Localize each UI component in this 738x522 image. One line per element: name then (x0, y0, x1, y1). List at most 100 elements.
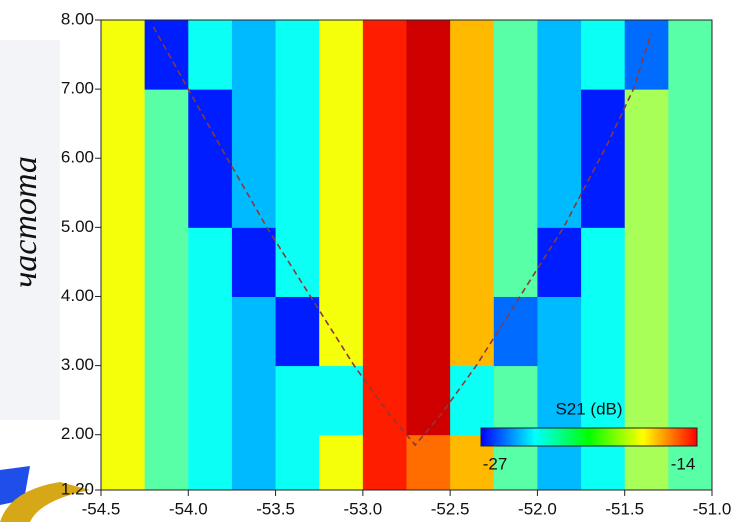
heatmap-cell (188, 296, 233, 367)
heatmap-cell (275, 365, 320, 436)
heatmap-cell (581, 227, 626, 297)
heatmap-cell (362, 296, 407, 367)
heatmap-cell (275, 434, 320, 491)
heatmap-cell (668, 158, 713, 228)
heatmap-cell (275, 89, 320, 159)
heatmap-cell (275, 296, 320, 367)
heatmap-cell (668, 20, 713, 90)
heatmap-cell (450, 365, 495, 436)
heatmap-cell (362, 434, 407, 491)
heatmap-cell (624, 20, 669, 90)
x-tick-label: -51.5 (605, 499, 644, 518)
heatmap-cell (581, 296, 626, 367)
heatmap-cell (188, 434, 233, 491)
heatmap-cell (537, 296, 582, 367)
y-tick-label: 4.00 (61, 286, 94, 305)
heatmap-cell (624, 89, 669, 159)
heatmap-cell (493, 158, 538, 228)
heatmap-cell (101, 365, 146, 436)
heatmap-cell (493, 365, 538, 436)
x-tick-label: -54.0 (169, 499, 208, 518)
heatmap-cell (450, 296, 495, 367)
heatmap-cell (450, 227, 495, 297)
heatmap-cell (624, 365, 669, 436)
heatmap-cell (450, 20, 495, 90)
heatmap-cell (231, 227, 277, 297)
heatmap-cell (231, 89, 277, 159)
heatmap-cell (319, 296, 364, 367)
heatmap-cell (624, 158, 669, 228)
heatmap-cell (406, 158, 451, 228)
heatmap-cell (319, 434, 364, 491)
heatmap-cell (406, 227, 451, 297)
x-tick-label: -51.0 (693, 499, 732, 518)
heatmap-cell (668, 89, 713, 159)
decoration-shape (0, 482, 90, 522)
heatmap-cell (275, 158, 320, 228)
heatmap-cell (144, 296, 189, 367)
heatmap-cell (406, 20, 451, 90)
heatmap-cell (493, 20, 538, 90)
heatmap-cell (101, 296, 146, 367)
heatmap-cell (537, 20, 582, 90)
heatmap-cell (188, 20, 233, 90)
heatmap-cell (362, 158, 407, 228)
heatmap-cell (406, 296, 451, 367)
y-tick-label: 8.00 (61, 9, 94, 28)
colorbar-min: -27 (483, 454, 508, 473)
heatmap-cell (537, 89, 582, 159)
heatmap-cell (275, 20, 320, 90)
heatmap-cell (581, 89, 626, 159)
heatmap-cell (101, 20, 146, 90)
heatmap-cell (493, 227, 538, 297)
heatmap-cell (319, 227, 364, 297)
heatmap-cell (144, 434, 189, 491)
x-tick-label: -53.5 (256, 499, 295, 518)
heatmap-cell (581, 158, 626, 228)
heatmap-cell (537, 158, 582, 228)
heatmap-cell (624, 227, 669, 297)
heatmap-cell (493, 296, 538, 367)
heatmap-cell (581, 20, 626, 90)
heatmap-cell (188, 158, 233, 228)
heatmap-cell (319, 89, 364, 159)
x-tick-label: -52.5 (431, 499, 470, 518)
fit-curve (152, 26, 652, 447)
y-tick-label: 3.00 (61, 355, 94, 374)
background-decoration (0, 40, 60, 420)
heatmap-cell (144, 158, 189, 228)
heatmap-cell (231, 434, 277, 491)
heatmap-cell (275, 227, 320, 297)
heatmap-cell (101, 227, 146, 297)
heatmap-cell (188, 227, 233, 297)
y-tick-label: 6.00 (61, 148, 94, 167)
heatmap-cell (537, 365, 582, 436)
y-axis-label: частота (7, 156, 44, 288)
y-tick-label: 5.00 (61, 217, 94, 236)
heatmap-cell (144, 20, 189, 90)
y-tick-label: 2.00 (61, 424, 94, 443)
heatmap-cell (231, 20, 277, 90)
heatmap-cell (231, 158, 277, 228)
heatmap-cell (188, 365, 233, 436)
y-tick-label: 1.20 (61, 479, 94, 498)
y-tick-label: 7.00 (61, 79, 94, 98)
heatmap-cell (624, 296, 669, 367)
heatmap-cell (362, 227, 407, 297)
heatmap-cell (581, 365, 626, 436)
heatmap-cell (406, 365, 451, 436)
heatmap-cell (144, 365, 189, 436)
heatmap-cell (231, 365, 277, 436)
heatmap-cell (101, 158, 146, 228)
heatmap-cell (231, 296, 277, 367)
heatmap-cell (144, 227, 189, 297)
heatmap-cell (319, 158, 364, 228)
heatmap-cell (668, 365, 713, 436)
heatmap-cell (101, 89, 146, 159)
heatmap-cell (362, 89, 407, 159)
heatmap-cell (319, 20, 364, 90)
heatmap-cell (537, 227, 582, 297)
heatmap-cell (668, 296, 713, 367)
x-tick-label: -54.5 (82, 499, 121, 518)
